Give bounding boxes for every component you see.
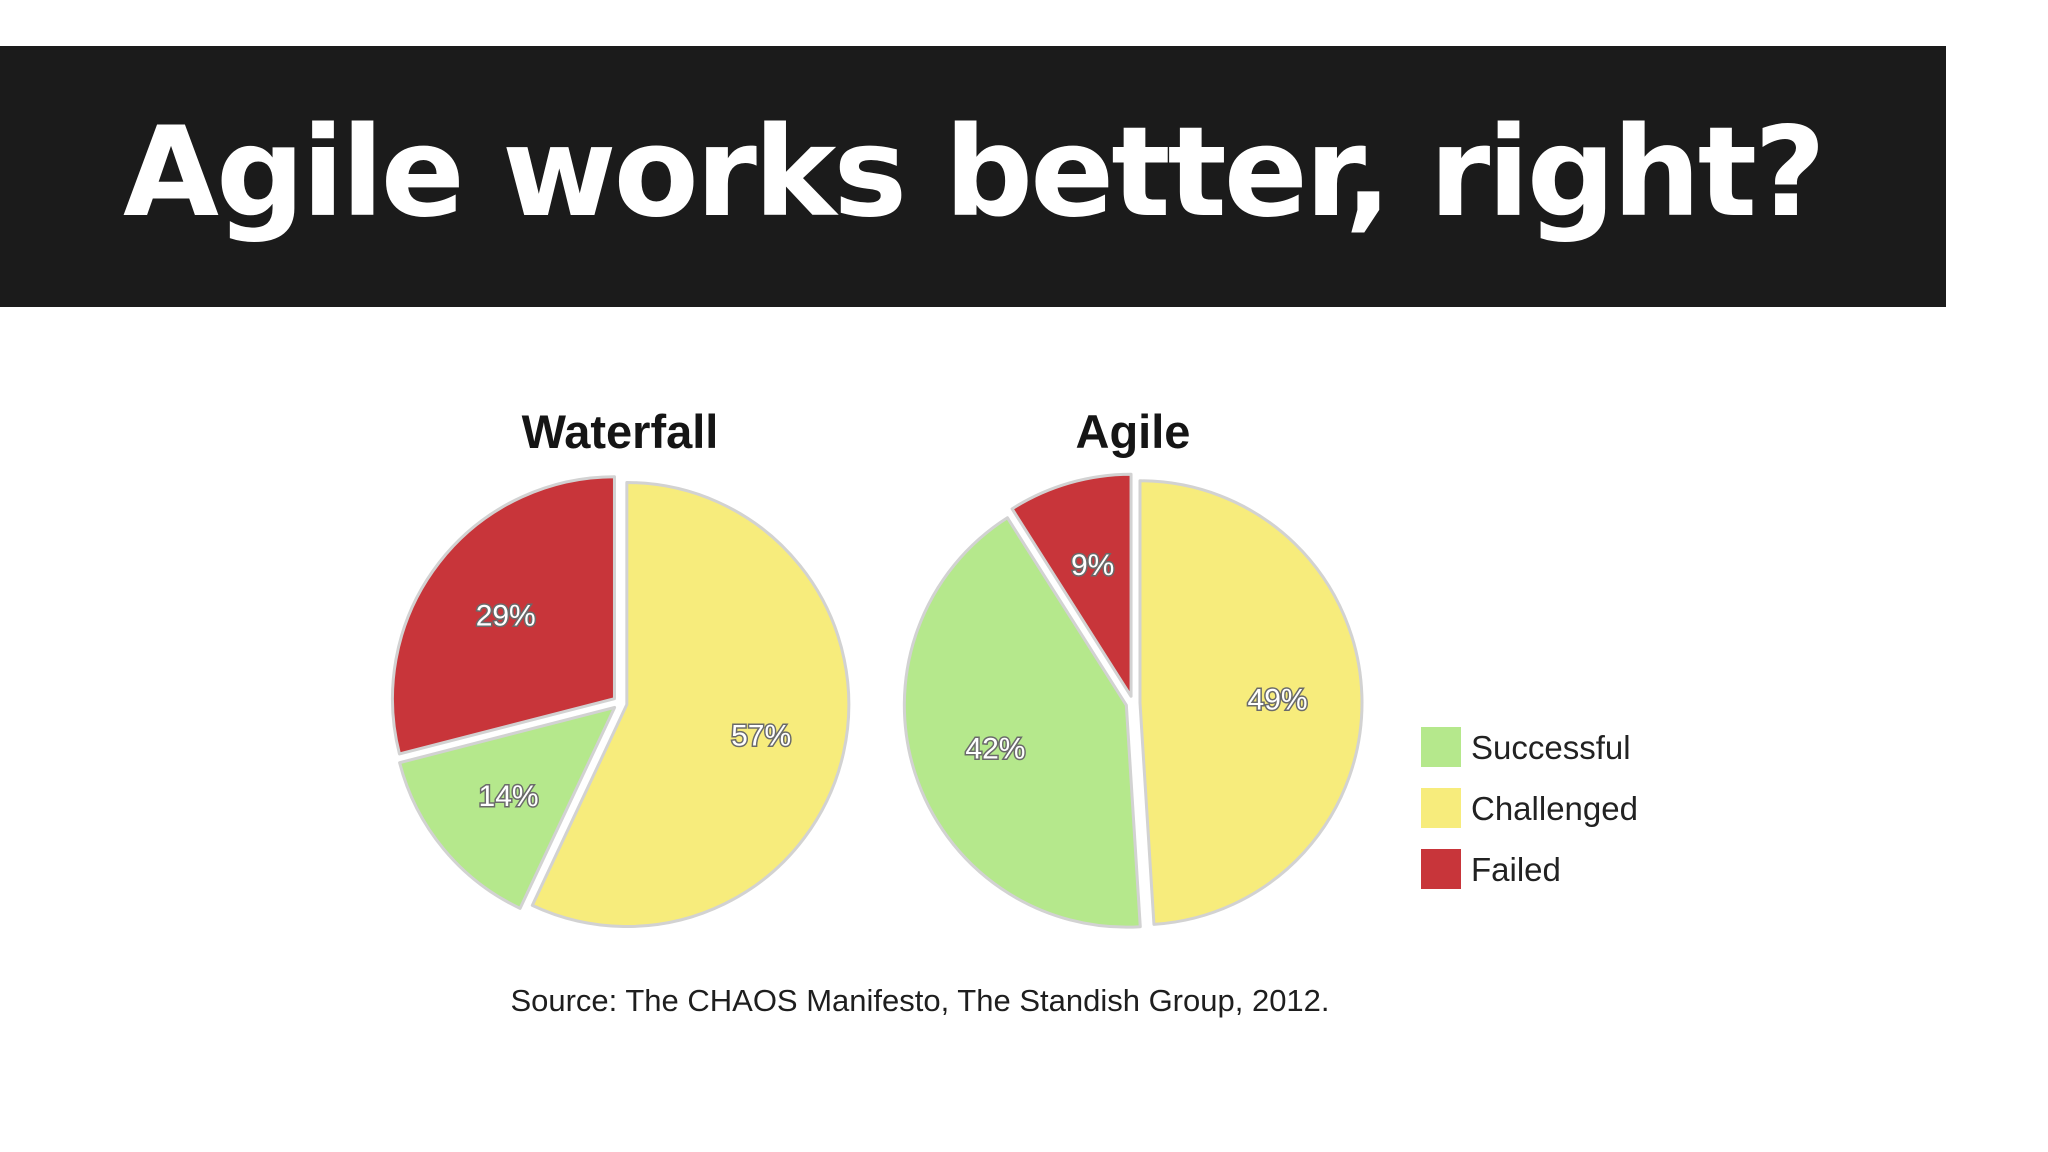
waterfall-label-successful: 14% bbox=[479, 780, 539, 813]
agile-pie: Agile 49% 42% 9% bbox=[902, 405, 1364, 929]
agile-slice-successful bbox=[902, 516, 1142, 929]
title-banner: Agile works better, right? bbox=[0, 46, 1946, 307]
waterfall-pie: Waterfall 57% 14% 29% bbox=[391, 405, 851, 929]
chart-source: Source: The CHAOS Manifesto, The Standis… bbox=[510, 983, 1329, 1018]
agile-slice-challenged bbox=[1138, 479, 1364, 926]
agile-label-challenged: 49% bbox=[1248, 683, 1308, 716]
legend-label-failed: Failed bbox=[1471, 851, 1561, 888]
legend-label-challenged: Challenged bbox=[1471, 790, 1638, 827]
legend-label-successful: Successful bbox=[1471, 729, 1631, 766]
agile-pie-title: Agile bbox=[1076, 405, 1191, 458]
agile-label-failed: 9% bbox=[1071, 549, 1114, 582]
waterfall-slice-challenged bbox=[530, 481, 851, 929]
agile-label-successful: 42% bbox=[965, 733, 1025, 766]
slide-title: Agile works better, right? bbox=[123, 100, 1826, 245]
waterfall-slice-successful bbox=[398, 705, 617, 910]
legend-swatch-challenged bbox=[1421, 788, 1461, 828]
waterfall-label-challenged: 57% bbox=[731, 720, 791, 753]
legend-swatch-successful bbox=[1421, 727, 1461, 767]
agile-slice-failed bbox=[1010, 472, 1133, 698]
waterfall-slice-failed bbox=[391, 475, 616, 756]
waterfall-label-failed: 29% bbox=[476, 599, 536, 632]
waterfall-pie-title: Waterfall bbox=[522, 405, 719, 458]
chart-legend: Successful Challenged Failed bbox=[1421, 727, 1638, 889]
legend-swatch-failed bbox=[1421, 849, 1461, 889]
